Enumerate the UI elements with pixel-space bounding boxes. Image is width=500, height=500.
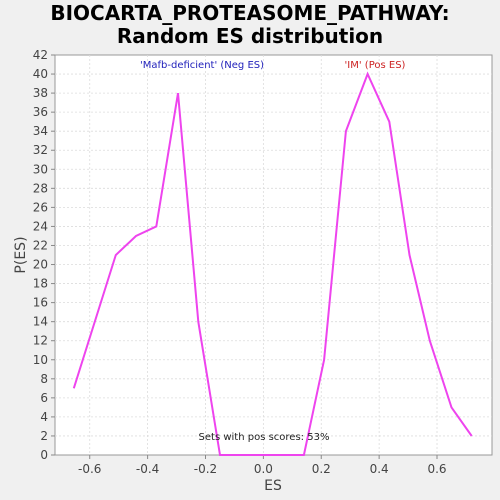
x-tick-label: 0.6 [427,462,446,476]
chart-title: BIOCARTA_PROTEASOME_PATHWAY: [50,1,449,25]
y-tick-label: 6 [40,391,48,405]
x-tick-label: 0.4 [370,462,389,476]
chart-subtitle: Random ES distribution [117,24,383,48]
y-axis-label: P(ES) [13,236,29,273]
y-tick-label: 22 [33,238,48,252]
pos-es-label: 'IM' (Pos ES) [345,60,406,71]
neg-es-label: 'Mafb-deficient' (Neg ES) [140,60,264,71]
es-distribution-line [72,71,473,456]
y-tick-label: 8 [40,372,48,386]
y-tick-label: 32 [33,143,48,157]
y-tick-label: 20 [33,258,48,272]
y-tick-label: 14 [33,315,48,329]
y-tick-label: 0 [40,448,48,462]
x-tick-label: -0.4 [136,462,159,476]
y-tick-label: 40 [33,67,48,81]
y-tick-label: 24 [33,219,48,233]
y-tick-label: 16 [33,296,48,310]
y-tick-label: 30 [33,162,48,176]
x-tick-label: -0.2 [194,462,217,476]
y-tick-label: 34 [33,124,48,138]
pos-scores-note: Sets with pos scores: 53% [199,432,330,443]
y-tick-label: 42 [33,48,48,62]
x-tick-label: 0.0 [254,462,273,476]
x-tick-label: -0.6 [78,462,101,476]
y-tick-label: 4 [40,410,48,424]
grid-lines [55,55,492,455]
y-tick-label: 12 [33,334,48,348]
y-tick-label: 28 [33,181,48,195]
y-tick-label: 2 [40,429,48,443]
plot-area [54,54,493,456]
x-tick-label: 0.2 [312,462,331,476]
x-axis-ticks: -0.6 -0.4 -0.2 0.0 0.2 0.4 0.6 [78,455,447,476]
y-tick-label: 26 [33,200,48,214]
x-axis-label: ES [264,478,282,494]
y-tick-label: 38 [33,86,48,100]
y-tick-label: 18 [33,277,48,291]
y-tick-label: 36 [33,105,48,119]
y-tick-label: 10 [33,353,48,367]
